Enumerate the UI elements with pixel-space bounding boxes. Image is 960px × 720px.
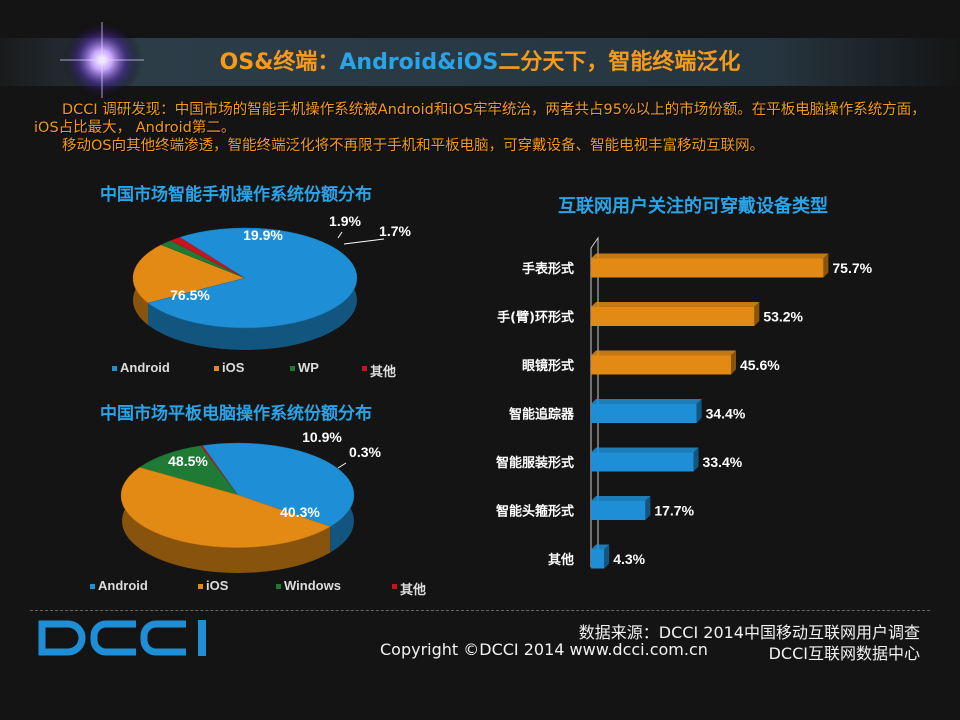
phone-pie-slice-iOS	[132, 244, 246, 304]
bar-side	[754, 302, 760, 326]
page-title: OS&终端：Android&iOS二分天下，智能终端泛化	[0, 44, 960, 76]
phone-pie-label: 1.9%	[329, 213, 361, 229]
bar-category-label: 智能头箍形式	[496, 504, 574, 520]
phone-legend-swatch	[214, 366, 219, 371]
bar-top	[591, 302, 760, 307]
bar-category-label: 其他	[548, 552, 574, 568]
bar-眼镜形式	[591, 355, 731, 375]
footer-divider	[30, 610, 930, 611]
bar-side	[730, 350, 736, 375]
bar-category-label: 智能服装形式	[496, 455, 574, 471]
bar-side	[823, 253, 829, 278]
tablet-legend-label: iOS	[206, 578, 229, 593]
tablet-pie-label: 0.3%	[349, 444, 381, 460]
phone-pie-slice-Android	[147, 227, 358, 329]
tablet-pie-side-1	[122, 467, 331, 573]
bar-side	[604, 544, 610, 569]
tablet-pie-slice-Windows	[139, 445, 239, 496]
bar-category-label: 手(臂)环形式	[497, 310, 574, 326]
tablet-legend-label: Android	[98, 578, 148, 593]
phone-legend-swatch	[112, 366, 117, 371]
phone-os-pie: 76.5% 19.9% 1.9% 1.7% Android iOS WP 其他	[112, 213, 412, 379]
bar-top	[591, 253, 829, 259]
bar-category-label: 智能追踪器	[509, 407, 575, 423]
tablet-os-chart-title: 中国市场平板电脑操作系统份额分布	[100, 404, 372, 424]
bar-top	[591, 399, 702, 404]
title-part-3: 二分天下，智能终端泛化	[498, 50, 741, 75]
bar-category-label: 手表形式	[522, 261, 574, 277]
bar-top	[591, 350, 736, 356]
bar-value-label: 4.3%	[613, 551, 645, 567]
bar-智能服装形式	[591, 452, 694, 472]
bar-value-label: 17.7%	[654, 503, 694, 519]
phone-pie-label: 1.7%	[379, 223, 411, 239]
intro-paragraph-2: 移动OS向其他终端渗透，智能终端泛化将不再限于手机和平板电脑，可穿戴设备、智能电…	[62, 138, 765, 154]
wearable-bar-chart: 75.7% 手表形式 53.2% 手(臂)环形式 45.6% 眼镜形式 34.4% 智能追踪器…	[496, 236, 873, 569]
title-part-2: Android&iOS	[339, 50, 499, 75]
tablet-pie-label: 40.3%	[280, 504, 320, 520]
bar-value-label: 45.6%	[740, 357, 780, 373]
wearable-chart-title: 互联网用户关注的可穿戴设备类型	[558, 196, 828, 217]
phone-pie-label: 19.9%	[243, 227, 283, 243]
phone-legend-swatch	[290, 366, 295, 371]
bar-category-label: 眼镜形式	[522, 358, 574, 374]
phone-leader-line	[343, 238, 385, 245]
bar-智能追踪器	[591, 404, 697, 423]
bar-手表形式	[591, 258, 824, 278]
tablet-pie-label: 10.9%	[302, 429, 342, 445]
bar-其他	[591, 549, 605, 569]
bar-side	[645, 496, 651, 520]
bar-value-label: 33.4%	[703, 454, 743, 470]
tablet-pie-label: 48.5%	[168, 453, 208, 469]
title-part-1: OS&终端：	[219, 50, 340, 75]
phone-leader-line	[337, 231, 343, 239]
phone-legend-label: iOS	[222, 360, 245, 375]
bar-value-label: 34.4%	[706, 406, 746, 422]
bar-side	[693, 447, 699, 472]
tablet-pie-slice-Android	[202, 442, 355, 527]
bar-top	[591, 496, 651, 501]
data-source: 数据来源：DCCI 2014中国移动互联网用户调查	[578, 623, 920, 642]
phone-legend-label: 其他	[370, 364, 396, 379]
intro-paragraph-1: DCCI 调研发现：中国市场的智能手机操作系统被Android和iOS牢牢统治，…	[34, 102, 926, 136]
phone-legend-label: Android	[120, 360, 170, 375]
bar-side	[696, 399, 702, 423]
bar-top	[591, 544, 610, 550]
tablet-legend-swatch	[90, 584, 95, 589]
phone-os-chart-title: 中国市场智能手机操作系统份额分布	[100, 185, 372, 205]
phone-legend-label: WP	[298, 360, 319, 375]
tablet-leader-line	[337, 462, 347, 469]
copyright: Copyright ©DCCI 2014 www.dcci.com.cn	[380, 640, 708, 659]
bar-value-label: 53.2%	[763, 309, 803, 325]
tablet-legend-label: Windows	[284, 578, 341, 593]
tablet-pie-slice-iOS	[120, 467, 331, 548]
bar-top	[591, 447, 699, 453]
bar-智能头箍形式	[591, 501, 646, 520]
dcci-logo	[38, 620, 206, 656]
bar-手(臂)环形式	[591, 307, 755, 326]
tablet-legend-label: 其他	[400, 582, 426, 597]
tablet-os-pie: 40.3% 48.5% 10.9% 0.3% Android iOS Windows 其他	[90, 429, 426, 597]
tablet-legend-swatch	[276, 584, 281, 589]
tablet-legend-swatch	[198, 584, 203, 589]
bar-value-label: 75.7%	[832, 260, 872, 276]
phone-legend-swatch	[362, 366, 367, 371]
tablet-legend-swatch	[392, 584, 397, 589]
organization-name: DCCI互联网数据中心	[768, 644, 920, 663]
phone-pie-label: 76.5%	[170, 287, 210, 303]
intro-text: DCCI 调研发现：中国市场的智能手机操作系统被Android和iOS牢牢统治，…	[34, 101, 944, 155]
